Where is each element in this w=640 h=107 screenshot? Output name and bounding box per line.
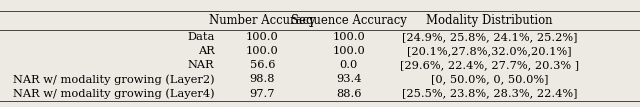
Text: 0.0: 0.0	[340, 60, 358, 70]
Text: NAR w/ modality growing (Layer4): NAR w/ modality growing (Layer4)	[13, 88, 214, 99]
Text: 100.0: 100.0	[246, 32, 279, 42]
Text: Data: Data	[187, 32, 214, 42]
Text: 93.4: 93.4	[336, 74, 362, 84]
Text: Number Accuracy: Number Accuracy	[209, 14, 316, 27]
Text: NAR w/ modality growing (Layer2): NAR w/ modality growing (Layer2)	[13, 74, 214, 85]
Text: 88.6: 88.6	[336, 88, 362, 99]
Text: 100.0: 100.0	[332, 46, 365, 56]
Text: 100.0: 100.0	[246, 46, 279, 56]
Text: [20.1%,27.8%,32.0%,20.1%]: [20.1%,27.8%,32.0%,20.1%]	[407, 46, 572, 56]
Text: 100.0: 100.0	[332, 32, 365, 42]
Text: 97.7: 97.7	[250, 88, 275, 99]
Text: 56.6: 56.6	[250, 60, 275, 70]
Text: NAR: NAR	[188, 60, 214, 70]
Text: [0, 50.0%, 0, 50.0%]: [0, 50.0%, 0, 50.0%]	[431, 74, 548, 84]
Text: [29.6%, 22.4%, 27.7%, 20.3% ]: [29.6%, 22.4%, 27.7%, 20.3% ]	[400, 60, 579, 70]
Text: [24.9%, 25.8%, 24.1%, 25.2%]: [24.9%, 25.8%, 24.1%, 25.2%]	[402, 32, 577, 42]
Text: AR: AR	[198, 46, 214, 56]
Text: 98.8: 98.8	[250, 74, 275, 84]
Text: Modality Distribution: Modality Distribution	[426, 14, 553, 27]
Text: Sequence Accuracy: Sequence Accuracy	[291, 14, 407, 27]
Text: [25.5%, 23.8%, 28.3%, 22.4%]: [25.5%, 23.8%, 28.3%, 22.4%]	[402, 88, 577, 99]
